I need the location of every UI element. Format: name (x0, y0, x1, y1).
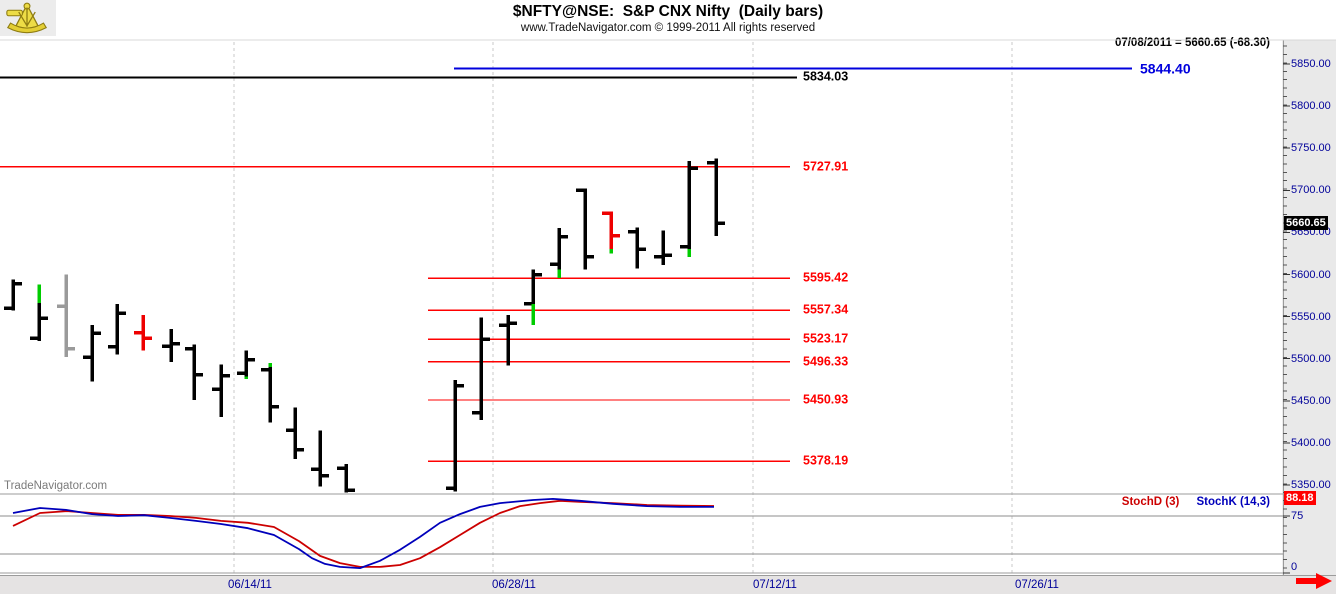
chart-title: $NFTY@NSE: S&P CNX Nifty (Daily bars) (512, 3, 824, 20)
date-axis (0, 575, 1336, 594)
sextant-icon (6, 2, 48, 34)
watermark: TradeNavigator.com (4, 480, 108, 492)
scroll-right-arrow-icon[interactable] (1294, 571, 1334, 594)
price-axis (1283, 40, 1336, 575)
chart-subtitle: www.TradeNavigator.com © 1999-2011 All r… (520, 22, 816, 34)
stoch-legend: StochD (3) StochK (14,3) (1108, 496, 1270, 508)
stochk-legend-label[interactable]: StochK (14,3) (1196, 496, 1271, 508)
quote-info: 07/08/2011 = 5660.65 (-68.30) (1114, 37, 1270, 49)
last-price-badge: 5660.65 (1284, 216, 1328, 230)
chart-header (0, 0, 1336, 40)
price-chart-plot-area[interactable] (0, 40, 1282, 575)
trade-navigator-logo (0, 0, 56, 36)
stochd-legend-label[interactable]: StochD (3) (1121, 496, 1180, 508)
stoch-value-badge: 88.18 (1284, 491, 1316, 505)
